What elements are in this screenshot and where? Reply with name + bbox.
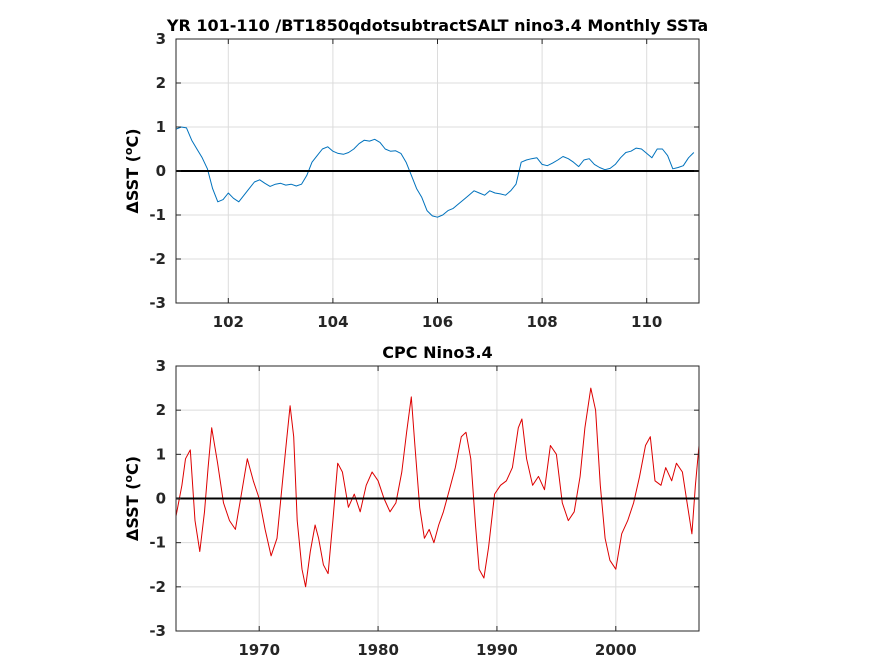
y-tick-label: -3 [149,622,166,640]
y-tick-label: 0 [156,162,166,180]
sst-anomaly-line [175,387,700,588]
y-tick-label: 2 [156,401,166,419]
x-tick-label: 102 [213,313,244,331]
chart-title: YR 101-110 /BT1850qdotsubtractSALT nino3… [166,16,708,35]
x-tick-label: 1970 [238,641,280,656]
x-tick-label: 104 [317,313,348,331]
x-tick-label: 1990 [476,641,518,656]
model-sst-panel: 102 104 106 108 110 -3 -2 -1 0 1 2 3YR 101-110 /BT1… [122,16,709,331]
y-tick-label: -2 [149,250,166,268]
y-tick-label: 1 [156,118,166,136]
y-axis-label: ΔSST (oC) [122,128,143,213]
y-tick-label: 1 [156,445,166,463]
y-tick-label: 0 [156,490,166,508]
x-tick-label: 2000 [595,641,637,656]
y-tick-label: -1 [149,206,166,224]
sst-anomaly-line [175,126,695,218]
x-tick-label: 110 [631,313,662,331]
y-tick-label: -1 [149,534,166,552]
y-tick-label: 2 [156,74,166,92]
observed-sst-panel: 1970 1980 1990 2000 -3 -2 -1 0 1 2 3 CPC Nino3.4 ΔSS… [122,343,700,656]
chart-title: CPC Nino3.4 [382,343,492,362]
x-tick-label: 1980 [357,641,399,656]
y-axis-label: ΔSST (oC) [122,456,143,541]
y-tick-label: 3 [156,357,166,375]
x-tick-label: 108 [526,313,557,331]
y-tick-label: -3 [149,294,166,312]
y-tick-label: -2 [149,578,166,596]
y-tick-label: 3 [156,30,166,48]
x-tick-label: 106 [422,313,453,331]
